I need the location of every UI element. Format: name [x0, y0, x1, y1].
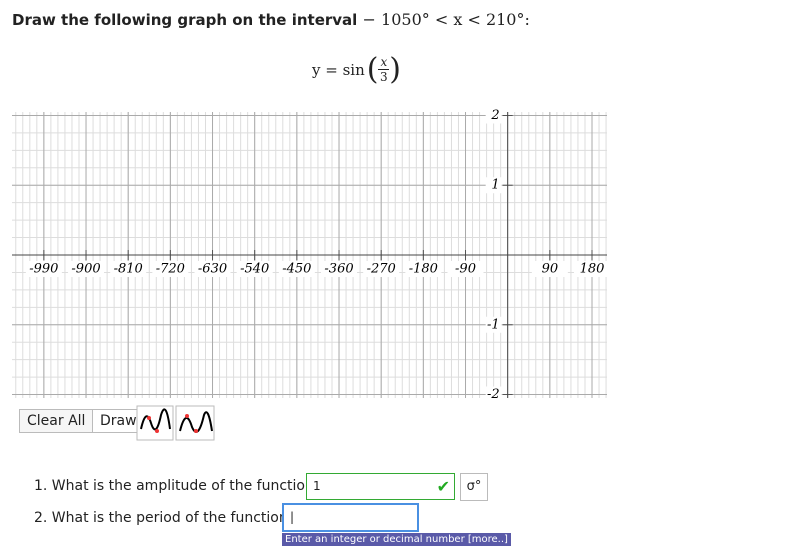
question-1: 1. What is the amplitude of the function…	[34, 478, 322, 494]
equation: y = sin ( x 3 )	[312, 52, 401, 87]
x-tick-label: -810	[114, 262, 143, 277]
answer-1: 1	[313, 479, 321, 493]
y-tick-label: -1	[487, 317, 500, 332]
input-hint: Enter an integer or decimal number [more…	[282, 533, 511, 546]
denominator: 3	[380, 70, 388, 84]
x-tick-label: -630	[198, 262, 227, 277]
numerator: x	[378, 55, 390, 70]
interval: − 1050° < x < 210°:	[362, 10, 530, 29]
tick-label-bg	[363, 261, 400, 277]
x-tick-label: -450	[282, 262, 311, 277]
y-tick-label: 2	[490, 108, 499, 123]
tick-label-bg	[110, 261, 147, 277]
handle	[185, 414, 189, 418]
tick-label-bg	[68, 261, 105, 277]
tick-label-bg	[485, 177, 502, 194]
question-2: 2. What is the period of the function?	[34, 510, 296, 526]
tick-label-bg	[236, 261, 273, 277]
x-tick-label: -90	[455, 262, 476, 277]
tick-label-bg	[321, 261, 358, 277]
draw-tools	[136, 405, 215, 441]
preview-button[interactable]: σ°	[460, 473, 488, 501]
title-row: Draw the following graph on the interval…	[12, 10, 530, 29]
tick-label-bg	[485, 107, 502, 124]
x-tick-label: -990	[29, 262, 58, 277]
handle	[155, 429, 159, 433]
tick-label-bg	[574, 261, 611, 277]
y-tick-label: -2	[487, 387, 500, 402]
tick-label-bg	[152, 261, 189, 277]
x-tick-label: -270	[367, 262, 396, 277]
tick-label-bg	[194, 261, 231, 277]
x-tick-label: -720	[156, 262, 185, 277]
answer-2-input[interactable]: |	[282, 503, 419, 532]
tick-label-bg	[278, 261, 315, 277]
tick-label-bg	[531, 261, 568, 277]
tick-label-bg	[405, 261, 442, 277]
x-tick-label: -540	[240, 262, 269, 277]
sine-icon	[140, 408, 171, 431]
graph[interactable]: -990 -900 -810 -720 -630 -540 -450 -360 -270 -180…	[0, 0, 807, 410]
x-tick-label: -900	[71, 262, 100, 277]
handle	[194, 429, 198, 433]
answer-1-input[interactable]: 1 ✔	[306, 473, 455, 500]
x-tick-label: 180	[580, 262, 605, 277]
x-tick-label: 90	[542, 262, 559, 277]
handle	[147, 416, 151, 420]
sine-tool[interactable]	[136, 405, 174, 441]
tick-label-bg	[485, 316, 502, 333]
x-tick-label: -360	[324, 262, 353, 277]
y-tick-label: 1	[491, 178, 499, 193]
tick-label-bg	[447, 261, 484, 277]
equation-lhs: y = sin	[312, 60, 365, 79]
tick-label-bg	[485, 386, 502, 403]
tick-label-bg	[25, 261, 62, 277]
clear-all-button[interactable]: Clear All	[19, 409, 94, 433]
title: Draw the following graph on the interval	[12, 11, 358, 29]
x-tick-label: -180	[409, 262, 438, 277]
